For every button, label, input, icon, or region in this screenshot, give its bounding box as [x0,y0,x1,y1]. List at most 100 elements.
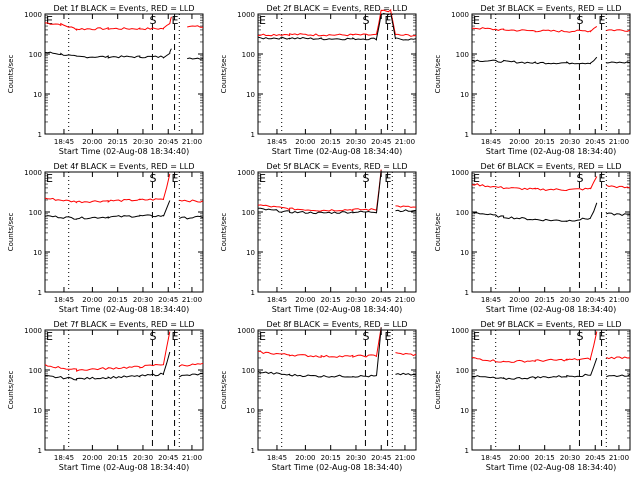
x-tick-label: 18:45 [54,138,74,146]
event-marker-label: E [172,14,179,27]
x-tick-label: 20:45 [158,138,178,146]
y-tick-label: 10 [460,407,469,415]
event-marker-label: E [599,172,606,185]
x-tick-label: 20:15 [535,454,555,462]
plot-frame [257,13,417,135]
event-marker-label: S [362,14,369,27]
panel-3: Det 3f BLACK = Events, RED = LLD Counts/s… [434,4,631,156]
panel-2: Det 2f BLACK = Events, RED = LLD Counts/s… [220,4,417,156]
panel-title: Det 8f BLACK = Events, RED = LLD [266,320,407,329]
panel-9: Det 9f BLACK = Events, RED = LLD Counts/s… [434,320,631,472]
panel-5: Det 5f BLACK = Events, RED = LLD Counts/s… [220,162,417,314]
y-tick-label: 10 [33,249,42,257]
x-tick-label: 20:15 [108,454,128,462]
event-marker-label: E [259,172,266,185]
series-black-events [257,12,417,41]
panel-title: Det 7f BLACK = Events, RED = LLD [53,320,194,329]
series-black-events [471,202,631,223]
event-marker-label: E [46,14,53,27]
y-tick-label: 100 [456,51,469,59]
panel-title: Det 5f BLACK = Events, RED = LLD [266,162,407,171]
event-marker-label: S [149,330,156,343]
series-red-lld [471,25,631,33]
x-tick-label: 20:45 [371,138,391,146]
x-tick-label: 20:15 [321,138,341,146]
y-tick-label: 100 [242,367,255,375]
y-axis-label: Counts/sec [7,55,15,94]
y-tick-label: 1 [38,289,42,297]
x-tick-label: 18:45 [481,138,501,146]
panel-title: Det 6f BLACK = Events, RED = LLD [480,162,621,171]
x-tick-label: 20:45 [158,454,178,462]
y-tick-label: 1 [38,131,42,139]
plot-frame [257,329,417,451]
x-axis-label: Start Time (02-Aug-08 18:34:40) [486,463,617,472]
y-axis-label: Counts/sec [220,213,228,252]
event-marker-label: S [149,172,156,185]
plot-frame [44,171,204,293]
series-red-lld [471,331,631,363]
panel-6: Det 6f BLACK = Events, RED = LLD Counts/s… [434,162,631,314]
y-tick-label: 10 [460,91,469,99]
series-black-events [44,48,204,60]
series-red-lld [257,169,417,212]
x-tick-label: 20:00 [295,454,315,462]
y-tick-label: 1 [465,447,469,455]
series-black-events [257,327,417,378]
event-marker-label: E [385,330,392,343]
event-marker-label: S [576,330,583,343]
x-tick-label: 20:30 [133,454,153,462]
y-axis-label: Counts/sec [7,371,15,410]
x-axis-label: Start Time (02-Aug-08 18:34:40) [59,147,190,156]
event-marker-label: E [599,330,606,343]
panel-title: Det 1f BLACK = Events, RED = LLD [53,4,194,13]
y-tick-label: 1000 [237,327,255,335]
y-axis-label: Counts/sec [220,371,228,410]
x-tick-label: 21:00 [395,454,415,462]
panel-1: Det 1f BLACK = Events, RED = LLD Counts/s… [7,4,204,156]
y-tick-label: 1 [251,289,255,297]
x-tick-label: 21:00 [182,138,202,146]
panel-4: Det 4f BLACK = Events, RED = LLD Counts/s… [7,162,204,314]
x-tick-label: 20:00 [509,454,529,462]
x-tick-label: 20:30 [560,138,580,146]
x-tick-label: 20:00 [509,138,529,146]
x-tick-label: 20:00 [82,296,102,304]
plot-frame [471,171,631,293]
x-tick-label: 20:45 [158,296,178,304]
x-tick-label: 18:45 [267,296,287,304]
event-marker-label: E [473,172,480,185]
x-tick-label: 20:15 [108,138,128,146]
x-axis-label: Start Time (02-Aug-08 18:34:40) [486,305,617,314]
series-black-events [44,351,204,381]
x-tick-label: 21:00 [609,454,629,462]
x-tick-label: 20:45 [585,138,605,146]
y-tick-label: 1000 [24,11,42,19]
series-black-events [471,56,631,65]
panel-title: Det 2f BLACK = Events, RED = LLD [266,4,407,13]
x-tick-label: 20:00 [82,454,102,462]
y-axis-label: Counts/sec [434,213,442,252]
x-tick-label: 21:00 [395,296,415,304]
x-tick-label: 20:30 [346,454,366,462]
y-tick-label: 10 [246,249,255,257]
x-tick-label: 20:45 [371,296,391,304]
x-tick-label: 21:00 [395,138,415,146]
y-tick-label: 1000 [24,169,42,177]
x-tick-label: 20:30 [346,296,366,304]
y-tick-label: 1000 [451,11,469,19]
event-marker-label: E [259,330,266,343]
panel-title: Det 3f BLACK = Events, RED = LLD [480,4,621,13]
x-tick-label: 20:30 [346,138,366,146]
y-tick-label: 10 [33,91,42,99]
x-axis-label: Start Time (02-Aug-08 18:34:40) [272,305,403,314]
y-axis-label: Counts/sec [434,371,442,410]
y-tick-label: 10 [460,249,469,257]
y-tick-label: 1 [38,447,42,455]
x-tick-label: 20:30 [560,296,580,304]
y-tick-label: 1 [251,447,255,455]
event-marker-label: E [46,172,53,185]
event-marker-label: S [576,172,583,185]
y-axis-label: Counts/sec [7,213,15,252]
series-black-events [471,357,631,380]
